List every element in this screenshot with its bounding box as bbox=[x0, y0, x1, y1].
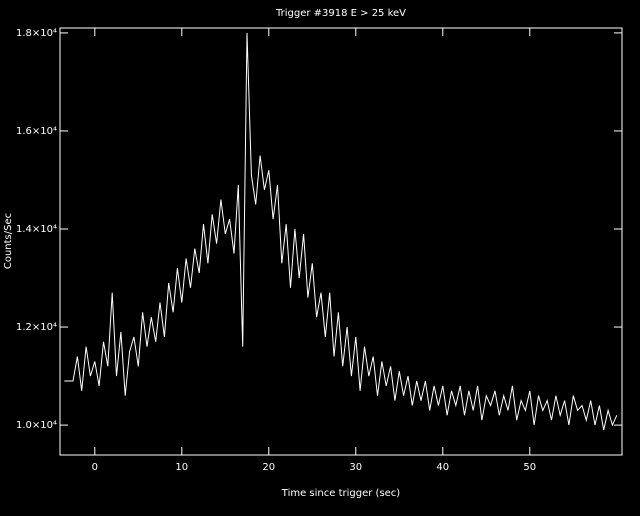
x-tick-label: 30 bbox=[349, 462, 362, 473]
y-tick-label: 1.4×10⁴ bbox=[16, 224, 57, 235]
x-axis-label: Time since trigger (sec) bbox=[281, 488, 401, 499]
x-tick-label: 50 bbox=[523, 462, 536, 473]
y-tick-label: 1.6×10⁴ bbox=[16, 126, 57, 137]
data-line bbox=[64, 32, 618, 431]
plot-frame bbox=[59, 27, 623, 456]
x-tick-label: 0 bbox=[92, 462, 98, 473]
y-axis-label: Counts/Sec bbox=[3, 213, 14, 269]
x-tick-label: 20 bbox=[262, 462, 275, 473]
y-tick-label: 1.8×10⁴ bbox=[16, 28, 57, 39]
x-tick-label: 40 bbox=[436, 462, 449, 473]
y-tick-label: 1.2×10⁴ bbox=[16, 322, 57, 333]
x-tick-label: 10 bbox=[175, 462, 188, 473]
y-tick-label: 1.0×10⁴ bbox=[16, 420, 57, 431]
chart-title: Trigger #3918 E > 25 keV bbox=[275, 8, 406, 19]
